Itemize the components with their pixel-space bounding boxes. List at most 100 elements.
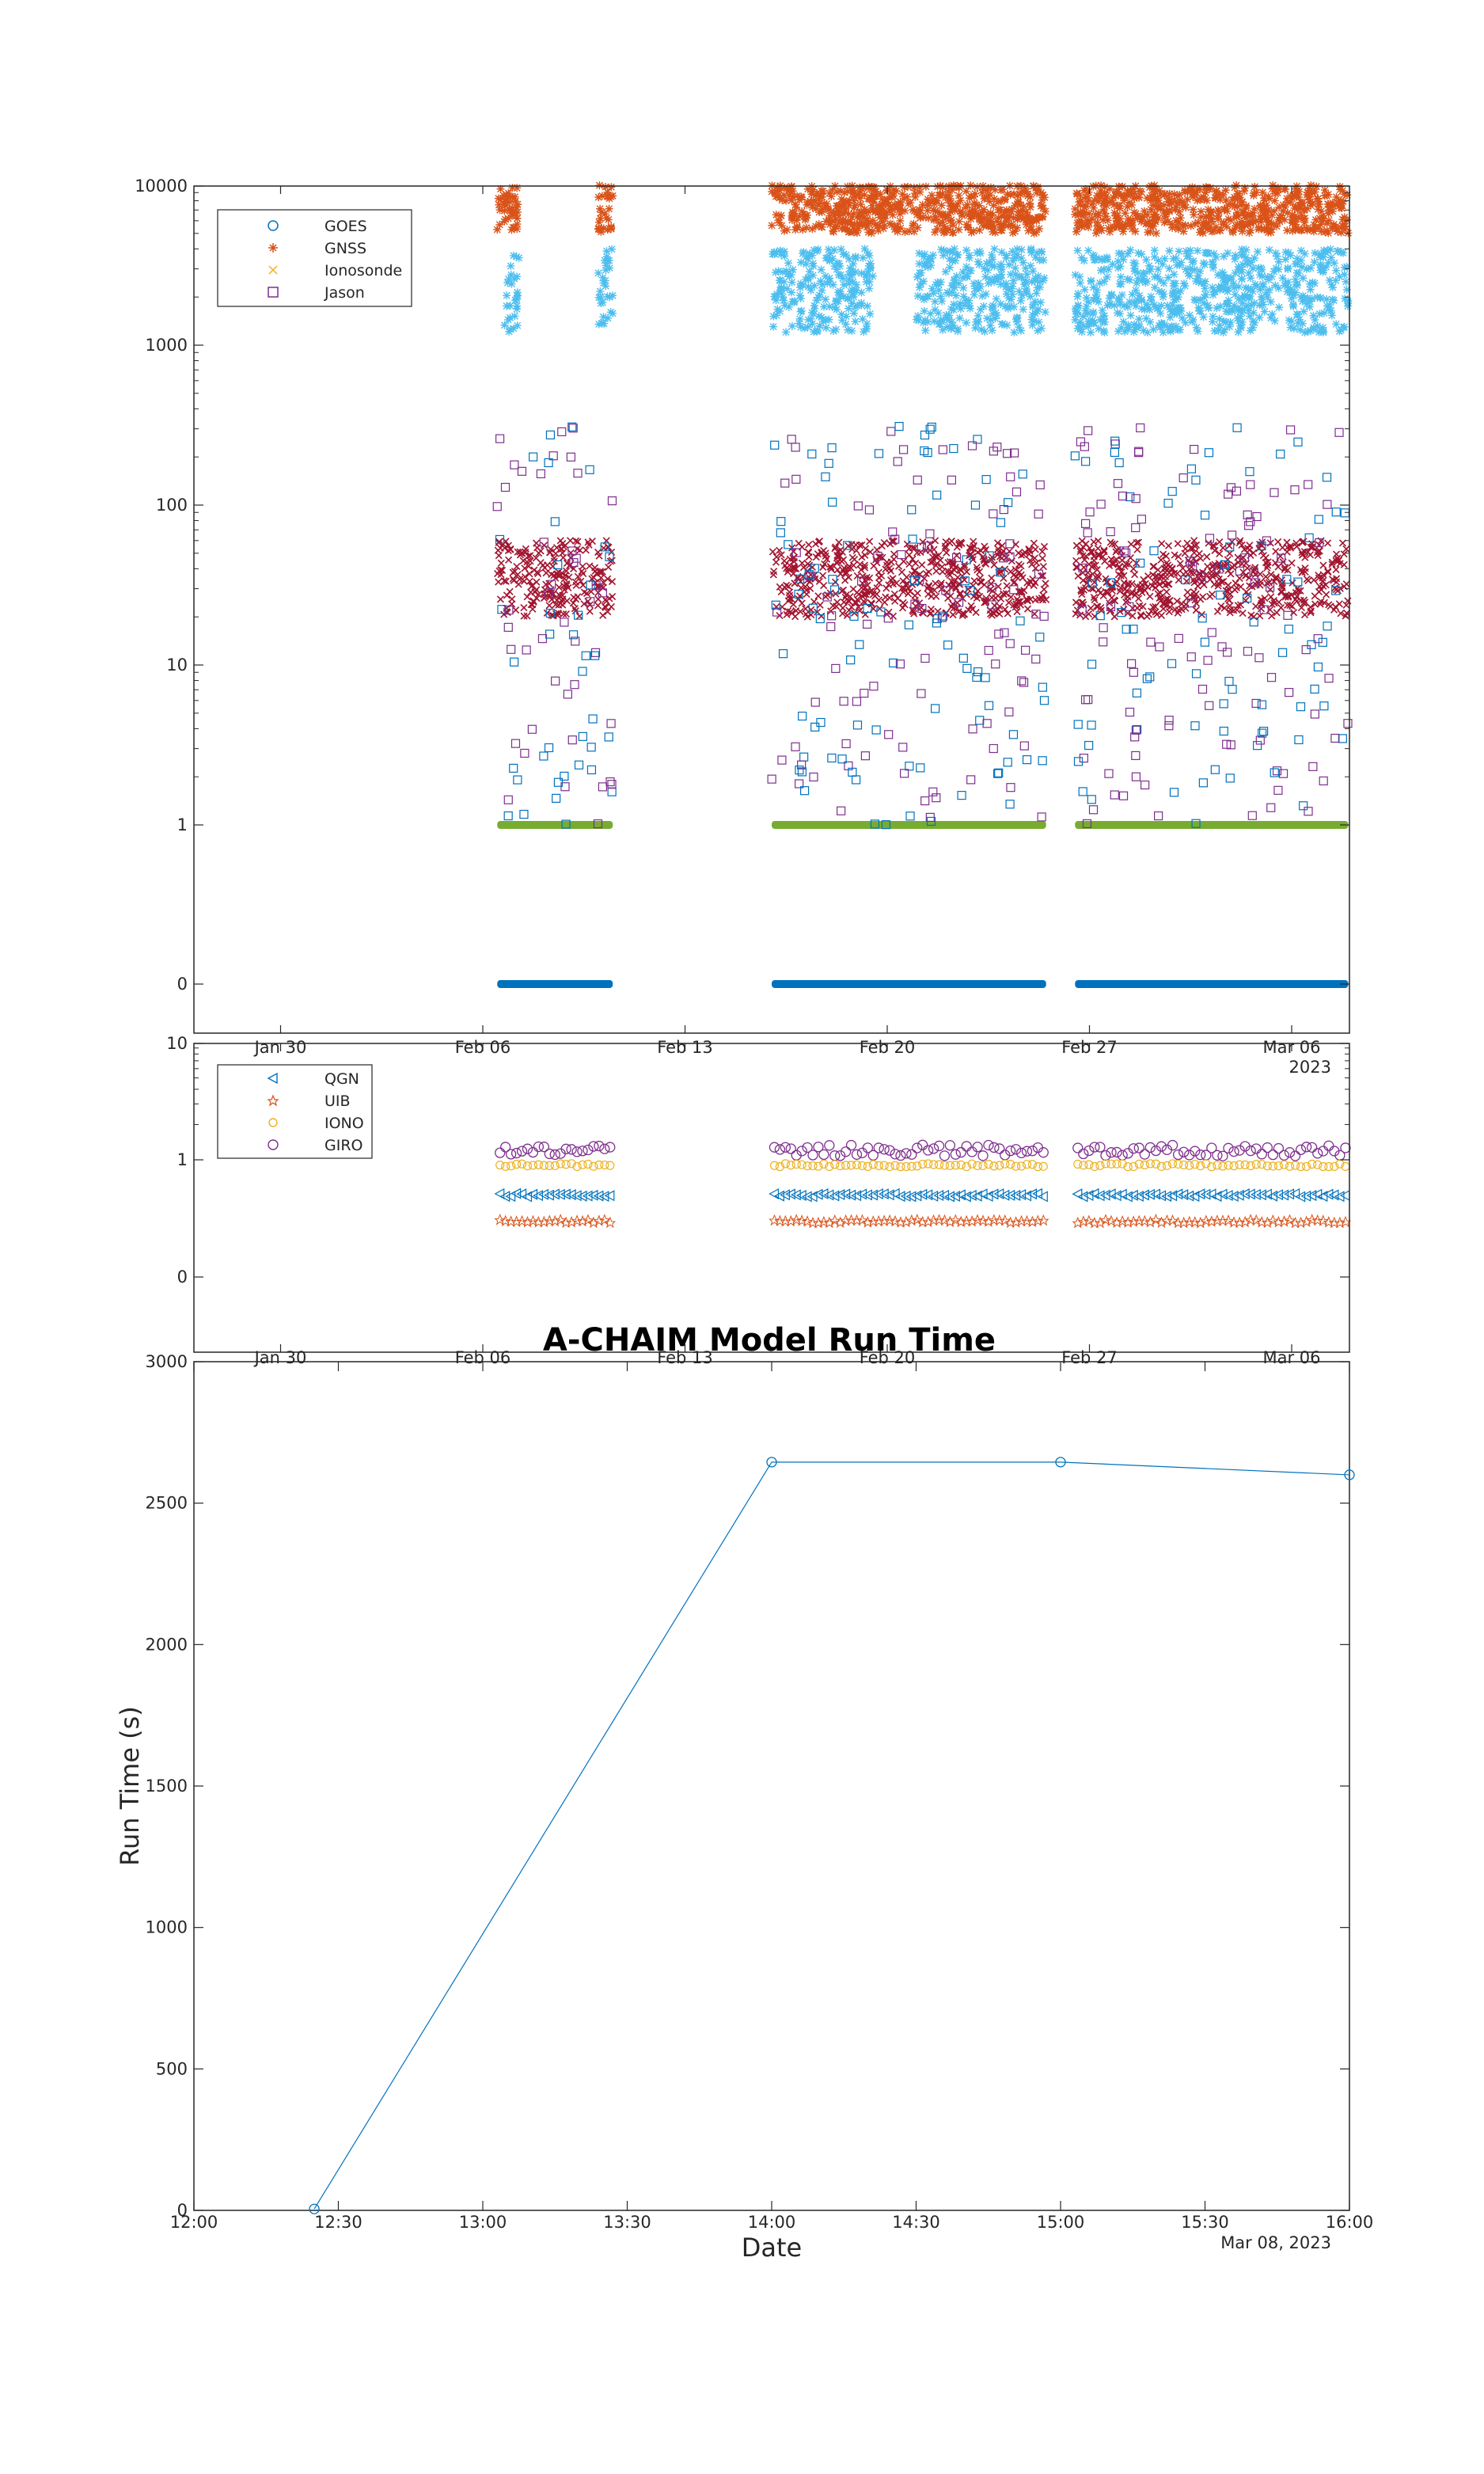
data-band	[1075, 980, 1349, 988]
data-point	[1315, 251, 1324, 260]
data-point	[935, 219, 943, 227]
y-tick-label: 500	[156, 2059, 188, 2078]
data-point	[840, 564, 848, 572]
data-point	[1258, 265, 1266, 274]
data-point	[1229, 1161, 1239, 1171]
data-point	[1114, 458, 1124, 468]
data-point	[1240, 211, 1249, 220]
data-point	[775, 218, 784, 226]
data-point	[1084, 193, 1092, 202]
data-point	[1087, 795, 1096, 804]
data-point	[979, 302, 988, 310]
data-point	[804, 283, 813, 291]
data-point	[550, 517, 560, 526]
data-point	[1305, 279, 1314, 288]
data-point	[807, 314, 815, 323]
data-point	[1285, 1161, 1295, 1171]
data-point	[1116, 191, 1125, 200]
data-point	[578, 567, 586, 576]
data-point	[1184, 1150, 1195, 1161]
data-point	[1106, 184, 1114, 193]
data-point	[973, 183, 981, 192]
legend-marker	[267, 1072, 278, 1085]
data-point	[838, 218, 847, 226]
data-point	[1004, 707, 1014, 716]
data-point	[1176, 214, 1185, 222]
data-point	[1295, 1144, 1307, 1155]
data-point	[1232, 486, 1242, 496]
data-point	[976, 592, 984, 601]
data-point	[1106, 602, 1116, 612]
data-point	[924, 257, 932, 266]
data-point	[507, 325, 515, 333]
data-point	[1280, 184, 1289, 193]
data-point	[915, 183, 924, 192]
data-point	[775, 1162, 785, 1172]
x-tick-label: 13:00	[459, 2213, 507, 2232]
data-point	[1170, 295, 1178, 304]
data-point	[1023, 579, 1031, 587]
data-point	[848, 553, 856, 561]
data-point	[920, 653, 930, 663]
data-point	[903, 192, 912, 201]
data-point	[1257, 215, 1266, 224]
data-point	[1027, 315, 1036, 324]
data-point	[1239, 610, 1247, 618]
data-point	[849, 292, 858, 301]
data-point	[852, 1160, 862, 1169]
data-point	[874, 209, 882, 218]
data-point	[925, 424, 935, 434]
data-point	[1114, 249, 1123, 257]
data-point	[1164, 716, 1174, 725]
data-point	[769, 312, 778, 321]
data-point	[1125, 276, 1134, 284]
data-point	[1122, 587, 1130, 595]
data-point	[951, 257, 960, 265]
data-point	[989, 310, 997, 318]
data-point	[1167, 327, 1175, 336]
data-point	[943, 640, 953, 650]
data-point	[1332, 320, 1341, 329]
data-point	[1093, 192, 1102, 200]
data-point	[973, 249, 981, 257]
data-point	[924, 583, 933, 591]
data-point	[867, 548, 875, 556]
data-point	[1216, 226, 1224, 235]
data-point	[503, 291, 511, 300]
data-point	[1222, 1190, 1233, 1202]
data-point	[1228, 1146, 1239, 1157]
data-point	[900, 1215, 913, 1228]
data-point	[1027, 1215, 1038, 1228]
data-point	[1141, 587, 1149, 595]
data-point	[996, 270, 1005, 279]
data-point	[948, 248, 957, 257]
data-point	[1298, 297, 1307, 306]
data-point	[551, 676, 560, 686]
data-point	[865, 277, 874, 286]
data-point	[1127, 1189, 1138, 1201]
data-point	[929, 289, 938, 298]
data-point	[1014, 213, 1023, 222]
data-point	[1034, 272, 1042, 280]
data-point	[1212, 186, 1220, 195]
data-point	[1244, 1188, 1255, 1200]
data-point	[1011, 565, 1019, 574]
data-point	[935, 551, 943, 559]
data-point	[869, 197, 878, 206]
data-point	[492, 502, 502, 511]
data-point	[1228, 564, 1237, 572]
data-point	[993, 539, 1002, 547]
data-point	[1176, 287, 1185, 295]
data-point	[1342, 612, 1349, 620]
data-point	[567, 422, 577, 431]
data-point	[1334, 200, 1342, 208]
data-point	[1090, 252, 1099, 260]
data-point	[810, 722, 820, 732]
data-point	[769, 548, 776, 556]
data-point	[856, 194, 864, 203]
data-point	[1292, 268, 1301, 277]
data-point	[1137, 249, 1146, 258]
data-point	[1242, 245, 1251, 254]
data-point	[591, 581, 601, 591]
data-point	[881, 215, 890, 223]
